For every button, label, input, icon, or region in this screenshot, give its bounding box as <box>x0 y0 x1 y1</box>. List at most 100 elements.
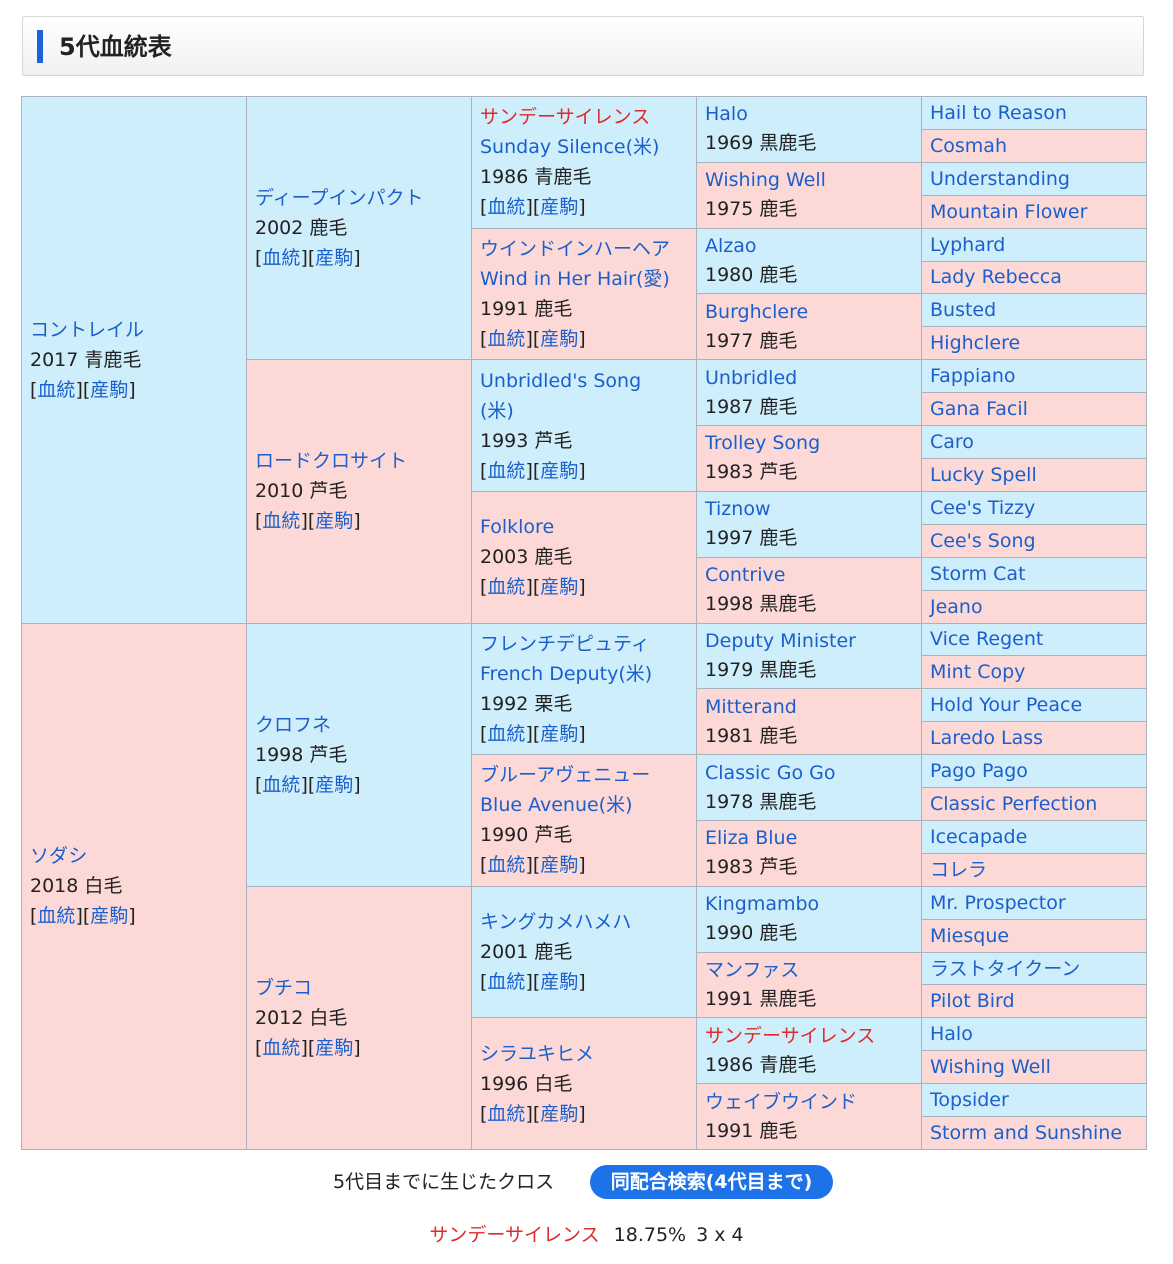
offspring-link[interactable]: 産駒 <box>540 576 579 599</box>
horse-name-link[interactable]: キングカメハメハ <box>480 911 632 934</box>
horse-name-link[interactable]: ソダシ <box>30 845 88 868</box>
pedigree-row: Lady Rebecca <box>22 260 1147 295</box>
cross-horse-link[interactable]: サンデーサイレンス <box>429 1224 600 1246</box>
pedigree-cell-g5: Jeano <box>921 589 1147 624</box>
pedigree-link[interactable]: 血統 <box>262 510 301 533</box>
horse-name-link[interactable]: Halo <box>705 103 748 126</box>
pedigree-link[interactable]: 血統 <box>262 1036 301 1059</box>
pedigree-link[interactable]: 血統 <box>37 378 76 401</box>
horse-name-link[interactable]: Deputy Minister <box>705 629 856 652</box>
offspring-link[interactable]: 産駒 <box>90 905 129 928</box>
horse-name-link[interactable]: Wishing Well <box>930 1056 1051 1079</box>
horse-name-link[interactable]: Burghclere <box>705 300 809 323</box>
horse-name-link[interactable]: Kingmambo <box>705 893 820 916</box>
horse-name-link[interactable]: Highclere <box>930 332 1021 355</box>
offspring-link[interactable]: 産駒 <box>540 722 579 745</box>
horse-name-link[interactable]: Wishing Well <box>705 169 826 192</box>
horse-name-link[interactable]: コントレイル <box>30 318 145 341</box>
horse-name-link[interactable]: Pago Pago <box>930 760 1028 783</box>
horse-name-link[interactable]: Classic Perfection <box>930 792 1098 815</box>
horse-name-link[interactable]: Storm Cat <box>930 562 1026 585</box>
horse-name-link[interactable]: Hold Your Peace <box>930 694 1083 717</box>
offspring-link[interactable]: 産駒 <box>315 1036 354 1059</box>
horse-name-link[interactable]: Contrive <box>705 564 786 587</box>
horse-name-link[interactable]: Eliza Blue <box>705 827 798 850</box>
horse-name-link[interactable]: Cee's Tizzy <box>930 496 1036 519</box>
pedigree-link[interactable]: 血統 <box>487 971 526 994</box>
horse-name-link[interactable]: Mountain Flower <box>930 200 1088 223</box>
horse-name-link[interactable]: Gana Facil <box>930 398 1028 421</box>
offspring-link[interactable]: 産駒 <box>540 971 579 994</box>
horse-name-link[interactable]: Storm and Sunshine <box>930 1122 1123 1145</box>
horse-name-link[interactable]: Hail to Reason <box>930 101 1067 124</box>
offspring-link[interactable]: 産駒 <box>540 196 579 219</box>
horse-name-link[interactable]: Tiznow <box>705 498 771 521</box>
pedigree-link[interactable]: 血統 <box>487 327 526 350</box>
offspring-link[interactable]: 産駒 <box>315 247 354 270</box>
horse-name-en-link[interactable]: Sunday Silence(米) <box>480 136 660 159</box>
horse-name-link[interactable]: サンデーサイレンス <box>480 106 651 129</box>
horse-name-link[interactable]: Lyphard <box>930 233 1006 256</box>
horse-name-link[interactable]: Miesque <box>930 924 1010 947</box>
horse-name-link[interactable]: コレラ <box>930 858 988 881</box>
horse-name-en-link[interactable]: French Deputy(米) <box>480 662 653 685</box>
horse-name-link[interactable]: Folklore <box>480 516 555 539</box>
pedigree-cell-g4: ウェイブウインド 1991 鹿毛 <box>696 1083 922 1150</box>
horse-name-link[interactable]: Lady Rebecca <box>930 266 1062 289</box>
horse-name-link[interactable]: Unbridled <box>705 366 798 389</box>
horse-name-en-link[interactable]: (米) <box>480 399 514 422</box>
offspring-link[interactable]: 産駒 <box>90 378 129 401</box>
pedigree-link[interactable]: 血統 <box>487 722 526 745</box>
pedigree-link[interactable]: 血統 <box>487 1102 526 1125</box>
horse-name-link[interactable]: ウェイブウインド <box>705 1090 858 1113</box>
offspring-link[interactable]: 産駒 <box>315 510 354 533</box>
horse-name-link[interactable]: ブチコ <box>255 976 313 999</box>
horse-name-link[interactable]: Cee's Song <box>930 529 1036 552</box>
horse-name-link[interactable]: Mr. Prospector <box>930 891 1066 914</box>
offspring-link[interactable]: 産駒 <box>540 1102 579 1125</box>
pedigree-link[interactable]: 血統 <box>262 773 301 796</box>
offspring-link[interactable]: 産駒 <box>540 327 579 350</box>
horse-name-link[interactable]: ラストタイクーン <box>930 957 1081 980</box>
horse-name-link[interactable]: Vice Regent <box>930 628 1044 651</box>
horse-name-link[interactable]: Busted <box>930 299 997 322</box>
horse-name-link[interactable]: Mitterand <box>705 695 797 718</box>
pedigree-link[interactable]: 血統 <box>487 854 526 877</box>
pedigree-link[interactable]: 血統 <box>487 459 526 482</box>
pedigree-link[interactable]: 血統 <box>262 247 301 270</box>
offspring-link[interactable]: 産駒 <box>540 459 579 482</box>
horse-name-link[interactable]: Pilot Bird <box>930 990 1015 1013</box>
horse-name-link[interactable]: Icecapade <box>930 825 1028 848</box>
horse-name-link[interactable]: フレンチデピュティ <box>480 632 650 655</box>
horse-name-link[interactable]: Mint Copy <box>930 661 1026 684</box>
horse-name-link[interactable]: Jeano <box>930 595 983 618</box>
horse-name-link[interactable]: ブルーアヴェニュー <box>480 764 651 787</box>
pedigree-link[interactable]: 血統 <box>487 576 526 599</box>
horse-name-link[interactable]: Topsider <box>930 1089 1009 1112</box>
pedigree-link[interactable]: 血統 <box>487 196 526 219</box>
horse-name-en-link[interactable]: Wind in Her Hair(愛) <box>480 267 670 290</box>
horse-name-link[interactable]: Trolley Song <box>705 432 821 455</box>
horse-name-link[interactable]: ディープインパクト <box>255 187 424 210</box>
horse-name-link[interactable]: マンファス <box>705 958 800 981</box>
horse-name-link[interactable]: クロフネ <box>255 713 332 736</box>
horse-name-link[interactable]: Understanding <box>930 167 1070 190</box>
horse-name-link[interactable]: Fappiano <box>930 365 1016 388</box>
horse-name-en-link[interactable]: Blue Avenue(米) <box>480 794 633 817</box>
horse-name-link[interactable]: Classic Go Go <box>705 761 836 784</box>
horse-name-link[interactable]: Unbridled's Song <box>480 369 642 392</box>
horse-name-link[interactable]: シラユキヒメ <box>480 1042 595 1065</box>
horse-name-link[interactable]: Laredo Lass <box>930 727 1044 750</box>
offspring-link[interactable]: 産駒 <box>315 773 354 796</box>
horse-name-link[interactable]: ウインドインハーヘア <box>480 237 671 260</box>
offspring-link[interactable]: 産駒 <box>540 854 579 877</box>
horse-name-link[interactable]: Alzao <box>705 235 757 258</box>
horse-name-link[interactable]: Lucky Spell <box>930 463 1037 486</box>
horse-name-link[interactable]: Cosmah <box>930 134 1007 157</box>
horse-name-link[interactable]: サンデーサイレンス <box>705 1024 876 1047</box>
same-mating-search-button[interactable]: 同配合検索(4代目まで) <box>590 1165 833 1199</box>
horse-name-link[interactable]: Halo <box>930 1023 973 1046</box>
horse-name-link[interactable]: Caro <box>930 431 974 454</box>
horse-name-link[interactable]: ロードクロサイト <box>255 450 408 473</box>
pedigree-link[interactable]: 血統 <box>37 905 76 928</box>
